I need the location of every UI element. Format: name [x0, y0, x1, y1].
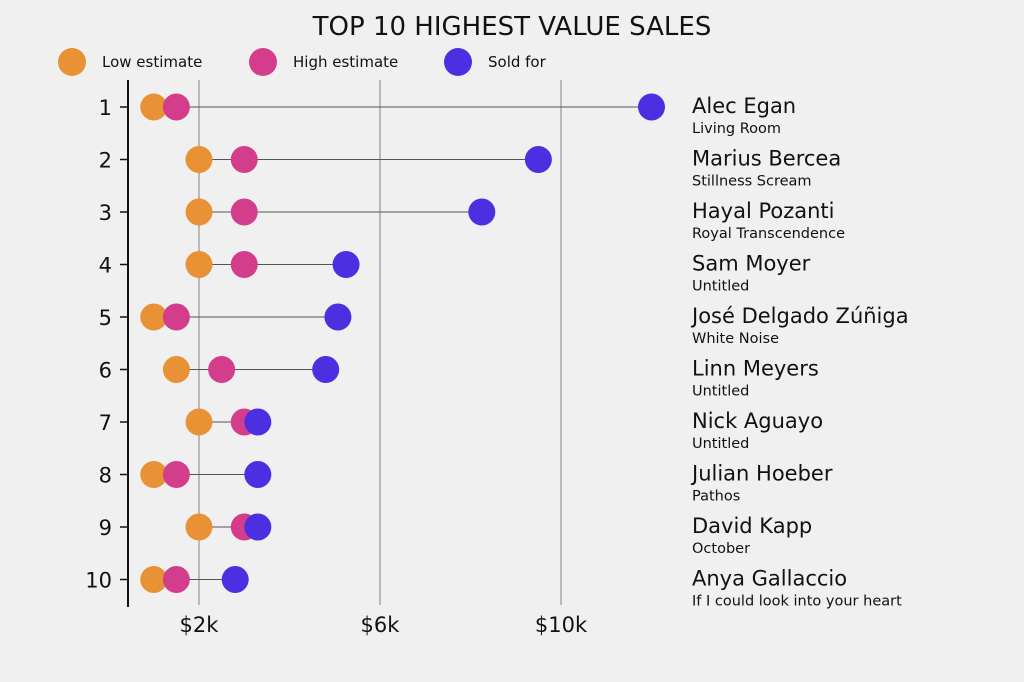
- rank-label: 2: [99, 149, 112, 173]
- sold-for-dot: [638, 93, 665, 121]
- row-6: 6 Linn Meyers Untitled: [99, 356, 819, 400]
- legend-swatch-2: [444, 48, 472, 76]
- artist-name: David Kapp: [692, 514, 812, 538]
- sold-for-dot: [312, 356, 340, 383]
- rank-label: 7: [99, 411, 112, 435]
- rank-label: 10: [85, 569, 112, 593]
- sold-for-dot: [244, 408, 272, 436]
- sold-for-dot: [221, 566, 249, 593]
- rank-label: 5: [99, 306, 112, 330]
- low-estimate-dot: [185, 198, 213, 226]
- artwork-title: White Noise: [692, 331, 779, 347]
- artwork-title: Untitled: [692, 279, 749, 295]
- row-3: 3 Hayal Pozanti Royal Transcendence: [99, 198, 845, 242]
- x-tick-label: $2k: [180, 613, 220, 637]
- artist-name: Julian Hoeber: [690, 462, 833, 486]
- artist-name: Alec Egan: [692, 94, 796, 118]
- artwork-title: Untitled: [692, 384, 749, 400]
- legend-swatch-0: [58, 48, 86, 76]
- sold-for-dot: [244, 513, 272, 541]
- low-estimate-dot: [185, 513, 213, 541]
- artist-name: Hayal Pozanti: [692, 199, 835, 223]
- x-tick-label: $10k: [535, 613, 588, 637]
- sold-for-dot: [244, 461, 272, 488]
- high-estimate-dot: [162, 93, 190, 121]
- artist-name: Nick Aguayo: [692, 409, 823, 433]
- row-5: 5 José Delgado Zúñiga White Noise: [99, 303, 909, 347]
- artwork-title: Pathos: [692, 489, 740, 505]
- artist-name: Anya Gallaccio: [692, 567, 847, 591]
- sold-for-dot: [332, 251, 360, 278]
- rank-label: 3: [99, 201, 112, 225]
- row-7: 7 Nick Aguayo Untitled: [99, 408, 823, 452]
- artwork-title: Royal Transcendence: [692, 226, 845, 242]
- high-estimate-dot: [230, 251, 258, 278]
- artist-name: Sam Moyer: [692, 252, 811, 276]
- artist-name: Marius Bercea: [692, 147, 841, 171]
- high-estimate-dot: [230, 198, 258, 226]
- low-estimate-dot: [140, 303, 168, 331]
- artist-name: José Delgado Zúñiga: [690, 304, 909, 328]
- legend-swatch-1: [249, 48, 277, 76]
- high-estimate-dot: [230, 146, 258, 173]
- legend-label: High estimate: [293, 53, 398, 71]
- chart-title: TOP 10 HIGHEST VALUE SALES: [312, 12, 712, 42]
- row-2: 2 Marius Bercea Stillness Scream: [99, 146, 841, 190]
- sold-for-dot: [324, 303, 352, 331]
- legend-label: Sold for: [488, 53, 547, 71]
- artwork-title: October: [692, 541, 750, 557]
- rows: 1 Alec Egan Living Room 2 Marius Bercea Still…: [85, 93, 909, 610]
- artwork-title: Stillness Scream: [692, 174, 812, 190]
- row-10: 10 Anya Gallaccio If I could look into you…: [85, 566, 902, 610]
- legend: Low estimate High estimate Sold for: [58, 48, 547, 76]
- high-estimate-dot: [162, 566, 190, 593]
- legend-label: Low estimate: [102, 53, 202, 71]
- sold-for-dot: [524, 146, 552, 173]
- low-estimate-dot: [185, 408, 213, 436]
- rank-label: 1: [99, 96, 112, 120]
- artwork-title: Untitled: [692, 436, 749, 452]
- artwork-title: If I could look into your heart: [692, 594, 902, 610]
- low-estimate-dot: [140, 93, 168, 121]
- high-estimate-dot: [162, 303, 190, 331]
- row-9: 9 David Kapp October: [99, 513, 812, 557]
- rank-label: 4: [99, 254, 112, 278]
- rank-label: 8: [99, 464, 112, 488]
- sold-for-dot: [468, 198, 496, 226]
- artwork-title: Living Room: [692, 121, 781, 137]
- row-1: 1 Alec Egan Living Room: [99, 93, 796, 137]
- rank-label: 9: [99, 516, 112, 540]
- high-estimate-dot: [162, 461, 190, 488]
- low-estimate-dot: [162, 356, 190, 383]
- artist-name: Linn Meyers: [692, 357, 819, 381]
- gridlines: $2k $6k $10k: [180, 80, 588, 637]
- high-estimate-dot: [208, 356, 236, 383]
- row-4: 4 Sam Moyer Untitled: [99, 251, 811, 295]
- low-estimate-dot: [185, 146, 213, 173]
- row-8: 8 Julian Hoeber Pathos: [99, 461, 833, 505]
- rank-label: 6: [99, 359, 112, 383]
- x-tick-label: $6k: [361, 613, 401, 637]
- low-estimate-dot: [140, 461, 168, 488]
- low-estimate-dot: [140, 566, 168, 593]
- low-estimate-dot: [185, 251, 213, 278]
